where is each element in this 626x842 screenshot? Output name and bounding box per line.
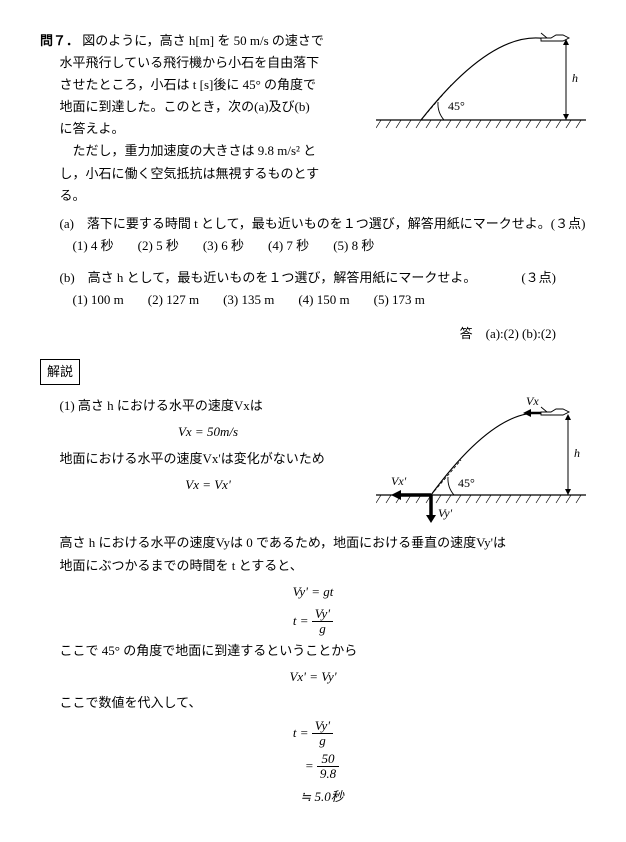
- fig2-angle-label: 45°: [458, 476, 475, 490]
- airplane-icon: [541, 33, 569, 41]
- figure-1: 45° h: [376, 30, 586, 207]
- exp-eq5: Vx' = Vy': [40, 666, 586, 688]
- answer-line: 答 (a):(2) (b):(2): [40, 323, 556, 345]
- choice: (3) 135 m: [223, 289, 274, 311]
- exp-eq7: = 509.8: [40, 752, 586, 782]
- exp-line1: (1) 高さ h における水平の速度Vxは: [60, 395, 377, 417]
- choice: (4) 150 m: [298, 289, 349, 311]
- exp-eq6: t = Vy'g: [40, 719, 586, 749]
- choice: (1) 4 秒: [73, 235, 114, 257]
- part-b-choices: (1) 100 m (2) 127 m (3) 135 m (4) 150 m …: [73, 289, 587, 311]
- choice: (5) 8 秒: [333, 235, 374, 257]
- exp-line2: 地面における水平の速度Vx'は変化がないため: [60, 448, 377, 470]
- exp-line5: ここで 45° の角度で地面に到達するということから: [60, 640, 587, 662]
- problem-line-2: させたところ，小石は t [s]後に 45° の角度で: [60, 77, 317, 92]
- fig2-vyp-label: Vy': [438, 506, 453, 520]
- figure-2: 45° Vx Vx' Vy' h: [376, 395, 586, 532]
- problem-line-0: 図のように，高さ h[m] を 50 m/s の速さで: [82, 33, 324, 48]
- fig2-vx-label: Vx: [526, 395, 539, 408]
- fig2-vxp-label: Vx': [391, 474, 407, 488]
- choice: (2) 127 m: [148, 289, 199, 311]
- exp-eq8: ≒ 5.0秒: [40, 786, 586, 808]
- exp-line6: ここで数値を代入して、: [60, 692, 587, 714]
- problem-row: 問７． 図のように，高さ h[m] を 50 m/s の速さで 水平飛行している…: [40, 30, 586, 207]
- part-b-prompt-row: (b) 高さ h として，最も近いものを１つ選び，解答用紙にマークせよ。 (３点…: [60, 267, 587, 289]
- airplane-icon: [541, 407, 569, 415]
- problem-text-block: 問７． 図のように，高さ h[m] を 50 m/s の速さで 水平飛行している…: [40, 30, 376, 207]
- fig1-angle-label: 45°: [448, 99, 465, 113]
- part-b-prompt: (b) 高さ h として，最も近いものを１つ選び，解答用紙にマークせよ。: [60, 267, 477, 289]
- exp-eq1: Vx = 50m/s: [40, 421, 376, 443]
- choice: (4) 7 秒: [268, 235, 309, 257]
- problem-line-1: 水平飛行している飛行機から小石を自由落下: [60, 55, 320, 70]
- choice: (3) 6 秒: [203, 235, 244, 257]
- problem-line-6: し，小石に働く空気抵抗は無視するものとす: [60, 166, 320, 181]
- fig2-h-label: h: [574, 446, 580, 460]
- problem-line-4: に答えよ。: [60, 121, 125, 136]
- problem-label: 問７．: [40, 33, 79, 48]
- problem-line-7: る。: [60, 188, 86, 203]
- part-b: (b) 高さ h として，最も近いものを１つ選び，解答用紙にマークせよ。 (３点…: [40, 267, 586, 311]
- explanation-text: (1) 高さ h における水平の速度Vxは Vx = 50m/s 地面における水…: [40, 395, 376, 532]
- problem-line-3: 地面に到達した。このとき，次の(a)及び(b): [60, 99, 310, 114]
- explanation-row: (1) 高さ h における水平の速度Vxは Vx = 50m/s 地面における水…: [40, 395, 586, 532]
- exp-eq3: Vy' = gt: [40, 581, 586, 603]
- exp-eq2: Vx = Vx': [40, 474, 376, 496]
- choice: (1) 100 m: [73, 289, 124, 311]
- part-a-prompt: (a) 落下に要する時間 t として，最も近いものを１つ選び，解答用紙にマークせ…: [60, 213, 587, 235]
- part-a: (a) 落下に要する時間 t として，最も近いものを１つ選び，解答用紙にマークせ…: [40, 213, 586, 257]
- choice: (5) 173 m: [374, 289, 425, 311]
- part-a-choices: (1) 4 秒 (2) 5 秒 (3) 6 秒 (4) 7 秒 (5) 8 秒: [73, 235, 587, 257]
- fig1-h-label: h: [572, 71, 578, 85]
- problem-line-5: ただし，重力加速度の大きさは 9.8 m/s² と: [60, 143, 317, 158]
- explanation-label: 解説: [40, 359, 80, 385]
- exp-eq4: t = Vy'g: [40, 607, 586, 637]
- choice: (2) 5 秒: [138, 235, 179, 257]
- exp-line4: 地面にぶつかるまでの時間を t とすると、: [60, 555, 587, 577]
- exp-line3: 高さ h における水平の速度Vyは 0 であるため，地面における垂直の速度Vy'…: [60, 532, 587, 554]
- part-b-points: (３点): [521, 267, 556, 289]
